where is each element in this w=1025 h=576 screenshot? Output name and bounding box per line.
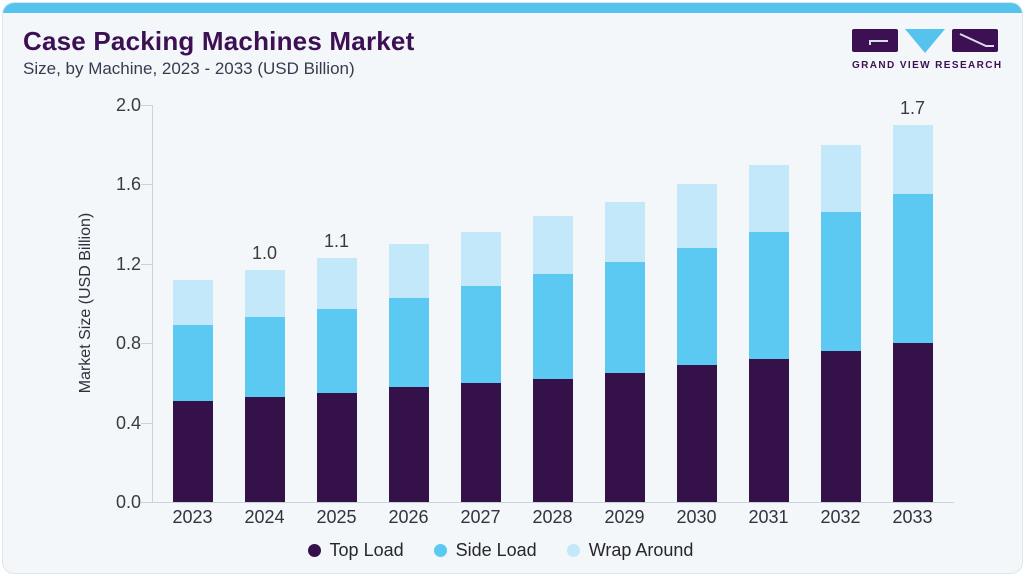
x-axis-label: 2026 xyxy=(388,507,429,527)
bar-value-label: 1.7 xyxy=(899,98,926,118)
bar-2033-side-load xyxy=(892,194,933,343)
x-axis-label: 2030 xyxy=(676,507,717,527)
legend-swatch-wrap-around xyxy=(566,543,580,557)
logo-g-icon xyxy=(852,29,898,52)
y-tick-label: 0.4 xyxy=(115,413,141,433)
bar-2029-top-load xyxy=(604,373,645,502)
bar-2023-wrap-around xyxy=(172,280,213,325)
bar-2032-wrap-around xyxy=(820,145,861,212)
bar-2028-side-load xyxy=(532,274,573,379)
y-tick-label: 2.0 xyxy=(115,95,141,115)
legend-label: Top Load xyxy=(329,540,404,560)
brand-logo: GRAND VIEW RESEARCH xyxy=(852,29,1003,71)
bar-2026-top-load xyxy=(388,387,429,502)
legend-label: Side Load xyxy=(455,540,537,560)
bar-2031-wrap-around xyxy=(748,165,789,232)
y-tick-mark xyxy=(141,105,152,106)
x-axis-label: 2033 xyxy=(892,507,933,527)
y-tick-label: 1.2 xyxy=(115,254,141,274)
bar-2026-wrap-around xyxy=(388,244,429,298)
bar-2023-side-load xyxy=(172,325,213,401)
legend-label: Wrap Around xyxy=(588,540,694,560)
y-axis-line xyxy=(152,105,153,502)
bar-2028-wrap-around xyxy=(532,216,573,274)
y-tick-label: 0.0 xyxy=(115,492,141,512)
logo-r-icon xyxy=(952,29,998,52)
legend-item-side-load: Side Load xyxy=(433,539,537,561)
logo-marks xyxy=(852,29,998,53)
bar-2027-top-load xyxy=(460,383,501,502)
x-axis-label: 2023 xyxy=(172,507,213,527)
x-axis-label: 2031 xyxy=(748,507,789,527)
bar-2027-side-load xyxy=(460,286,501,383)
chart-header: Case Packing Machines Market Size, by Ma… xyxy=(23,27,414,79)
logo-v-icon xyxy=(905,29,945,53)
bar-2027-wrap-around xyxy=(460,232,501,286)
y-axis-title: Market Size (USD Billion) xyxy=(77,212,94,394)
bar-2024-wrap-around xyxy=(244,270,285,317)
bar-2030-wrap-around xyxy=(676,184,717,248)
bar-2026-side-load xyxy=(388,298,429,387)
legend-swatch-side-load xyxy=(433,543,447,557)
y-tick-label: 0.8 xyxy=(115,333,141,353)
legend: Top Load Side Load Wrap Around xyxy=(3,539,998,561)
x-axis-label: 2024 xyxy=(244,507,285,527)
bar-2030-side-load xyxy=(676,248,717,365)
x-axis-label: 2029 xyxy=(604,507,645,527)
bar-2032-top-load xyxy=(820,351,861,502)
bar-2030-top-load xyxy=(676,365,717,502)
bar-value-label: 1.0 xyxy=(251,243,278,263)
x-axis-line xyxy=(152,502,954,503)
x-axis-label: 2028 xyxy=(532,507,573,527)
y-tick-mark xyxy=(141,264,152,265)
bar-2024-side-load xyxy=(244,317,285,397)
accent-bar xyxy=(3,3,1022,13)
y-tick-label: 1.6 xyxy=(115,174,141,194)
bar-2025-top-load xyxy=(316,393,357,502)
bar-2032-side-load xyxy=(820,212,861,351)
bar-2031-top-load xyxy=(748,359,789,502)
page-title: Case Packing Machines Market xyxy=(23,26,415,56)
chart-area: Market Size (USD Billion) 0.0 0.4 0.8 1.2 1.… xyxy=(3,3,1022,573)
bar-2023-top-load xyxy=(172,401,213,502)
bar-2025-wrap-around xyxy=(316,258,357,309)
x-axis-label: 2027 xyxy=(460,507,501,527)
bar-2031-side-load xyxy=(748,232,789,359)
legend-item-wrap-around: Wrap Around xyxy=(566,539,694,561)
y-tick-mark xyxy=(141,423,152,424)
y-tick-mark xyxy=(141,343,152,344)
page-subtitle: Size, by Machine, 2023 - 2033 (USD Billi… xyxy=(23,59,355,78)
bar-value-label: 1.1 xyxy=(323,231,350,251)
bar-2028-top-load xyxy=(532,379,573,502)
bar-2029-wrap-around xyxy=(604,202,645,262)
brand-name: GRAND VIEW RESEARCH xyxy=(852,60,1003,71)
bar-2025-side-load xyxy=(316,309,357,393)
legend-item-top-load: Top Load xyxy=(307,539,404,561)
y-tick-mark xyxy=(141,184,152,185)
bar-2033-top-load xyxy=(892,343,933,502)
bar-2029-side-load xyxy=(604,262,645,373)
bar-2033-wrap-around xyxy=(892,125,933,194)
x-axis-label: 2032 xyxy=(820,507,861,527)
x-axis-label: 2025 xyxy=(316,507,357,527)
legend-swatch-top-load xyxy=(307,543,321,557)
bar-2024-top-load xyxy=(244,397,285,502)
y-tick-mark xyxy=(141,502,152,503)
